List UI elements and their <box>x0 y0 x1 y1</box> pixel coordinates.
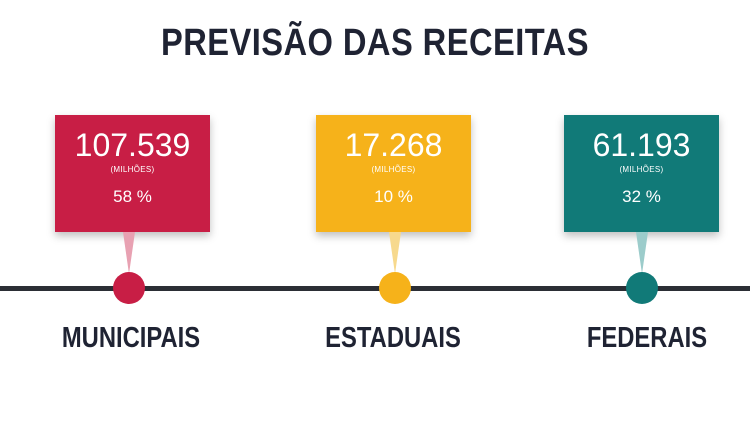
unit-estaduais: (MILHÕES) <box>371 165 416 174</box>
value-estaduais: 17.268 <box>344 127 443 163</box>
dot-municipais <box>113 272 145 304</box>
pointer-federais <box>636 232 648 274</box>
unit-federais: (MILHÕES) <box>619 165 664 174</box>
dot-estaduais <box>379 272 411 304</box>
value-municipais: 107.539 <box>74 127 191 163</box>
card-municipais: 107.539 (MILHÕES) 58 % <box>55 115 210 232</box>
percent-federais: 32 % <box>622 187 661 206</box>
card-estaduais: 17.268 (MILHÕES) 10 % <box>316 115 471 232</box>
page-title: PREVISÃO DAS RECEITAS <box>161 22 589 64</box>
value-federais: 61.193 <box>592 127 691 163</box>
pointer-estaduais <box>389 232 401 274</box>
label-federais: FEDERAIS <box>586 322 708 354</box>
percent-estaduais: 10 % <box>374 187 413 206</box>
timeline-line <box>0 286 750 291</box>
percent-municipais: 58 % <box>113 187 152 206</box>
label-estaduais: ESTADUAIS <box>325 322 461 354</box>
card-federais: 61.193 (MILHÕES) 32 % <box>564 115 719 232</box>
unit-municipais: (MILHÕES) <box>110 165 155 174</box>
dot-federais <box>626 272 658 304</box>
label-municipais: MUNICIPAIS <box>61 322 201 354</box>
pointer-municipais <box>123 232 135 274</box>
